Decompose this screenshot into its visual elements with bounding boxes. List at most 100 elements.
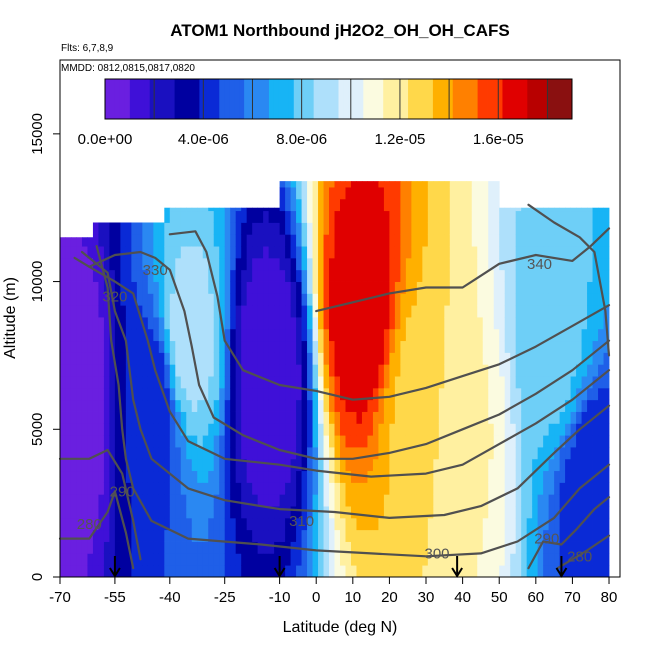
heatmap-cell	[400, 565, 407, 578]
heatmap-cell	[532, 458, 539, 472]
heatmap-cell	[142, 340, 149, 353]
heatmap-cell	[285, 352, 291, 365]
heatmap-cell	[345, 399, 352, 412]
heatmap-cell	[493, 181, 500, 188]
heatmap-cell	[158, 293, 165, 306]
heatmap-cell	[504, 269, 511, 282]
heatmap-cell	[329, 541, 335, 554]
heatmap-cell	[274, 482, 281, 495]
heatmap-cell	[98, 281, 105, 294]
heatmap-cell	[92, 328, 99, 342]
heatmap-cell	[213, 482, 220, 495]
heatmap-cell	[296, 340, 302, 353]
heatmap-cell	[147, 506, 154, 519]
heatmap-cell	[219, 517, 226, 531]
heatmap-cell	[372, 269, 379, 282]
heatmap-cell	[65, 458, 72, 472]
heatmap-cell	[592, 565, 599, 578]
heatmap-cell	[202, 376, 209, 389]
heatmap-cell	[493, 246, 500, 259]
heatmap-cell	[449, 246, 456, 259]
heatmap-cell	[592, 399, 599, 412]
heatmap-cell	[81, 482, 88, 495]
heatmap-cell	[592, 517, 599, 531]
heatmap-cell	[356, 234, 363, 247]
heatmap-cell	[499, 234, 506, 247]
heatmap-cell	[532, 364, 539, 377]
heatmap-cell	[285, 328, 291, 342]
heatmap-cell	[230, 293, 237, 306]
heatmap-cell	[169, 399, 176, 412]
heatmap-cell	[98, 376, 105, 389]
heatmap-cell	[301, 529, 308, 542]
heatmap-cell	[312, 246, 319, 259]
heatmap-cell	[290, 198, 297, 212]
heatmap-cell	[285, 553, 291, 566]
colorbar-swatch	[527, 79, 533, 119]
heatmap-cell	[92, 269, 99, 282]
heatmap-cell	[208, 517, 215, 531]
heatmap-cell	[427, 529, 434, 542]
heatmap-cell	[603, 210, 610, 223]
heatmap-cell	[323, 269, 330, 282]
heatmap-cell	[340, 423, 346, 436]
heatmap-cell	[263, 293, 270, 306]
heatmap-cell	[493, 222, 500, 235]
heatmap-cell	[367, 234, 374, 247]
heatmap-cell	[526, 317, 533, 330]
heatmap-cell	[301, 506, 308, 519]
heatmap-cell	[142, 423, 149, 436]
heatmap-cell	[252, 222, 259, 235]
heatmap-cell	[70, 541, 77, 554]
heatmap-cell	[449, 447, 456, 460]
heatmap-cell	[603, 246, 610, 259]
heatmap-cell	[499, 317, 506, 330]
heatmap-cell	[87, 447, 94, 460]
heatmap-cell	[329, 565, 335, 578]
heatmap-cell	[197, 317, 204, 330]
heatmap-cell	[460, 541, 467, 554]
heatmap-cell	[449, 411, 456, 424]
heatmap-cell	[224, 246, 231, 259]
heatmap-cell	[290, 246, 297, 259]
heatmap-cell	[164, 340, 171, 353]
heatmap-cell	[471, 187, 478, 200]
heatmap-cell	[186, 352, 193, 365]
heatmap-cell	[60, 293, 66, 306]
heatmap-cell	[449, 293, 456, 306]
heatmap-cell	[444, 423, 451, 436]
heatmap-cell	[482, 482, 489, 495]
heatmap-cell	[559, 210, 566, 223]
heatmap-cell	[70, 529, 77, 542]
heatmap-cell	[197, 210, 204, 223]
x-tick-label: 70	[564, 589, 581, 606]
heatmap-cell	[301, 458, 308, 472]
heatmap-cell	[153, 447, 160, 460]
heatmap-cell	[603, 364, 610, 377]
heatmap-cell	[559, 494, 566, 507]
heatmap-cell	[241, 305, 248, 318]
heatmap-cell	[510, 340, 517, 353]
heatmap-cell	[488, 246, 495, 259]
heatmap-cell	[356, 553, 363, 566]
heatmap-cell	[438, 269, 445, 282]
colorbar-frame	[104, 78, 573, 120]
heatmap-cell	[180, 423, 187, 436]
colorbar-swatch	[567, 79, 573, 119]
heatmap-cell	[114, 529, 121, 542]
heatmap-cell	[383, 328, 390, 342]
heatmap-cell	[257, 269, 264, 282]
heatmap-cell	[581, 207, 588, 212]
heatmap-cell	[592, 352, 599, 365]
heatmap-cell	[268, 423, 275, 436]
heatmap-cell	[411, 435, 418, 448]
heatmap-cell	[92, 482, 99, 495]
heatmap-cell	[482, 246, 489, 259]
heatmap-cell	[285, 246, 291, 259]
heatmap-cell	[389, 494, 396, 507]
heatmap-cell	[422, 210, 429, 223]
heatmap-cell	[180, 553, 187, 566]
heatmap-cell	[301, 234, 308, 247]
heatmap-cell	[455, 541, 462, 554]
heatmap-cell	[202, 364, 209, 377]
